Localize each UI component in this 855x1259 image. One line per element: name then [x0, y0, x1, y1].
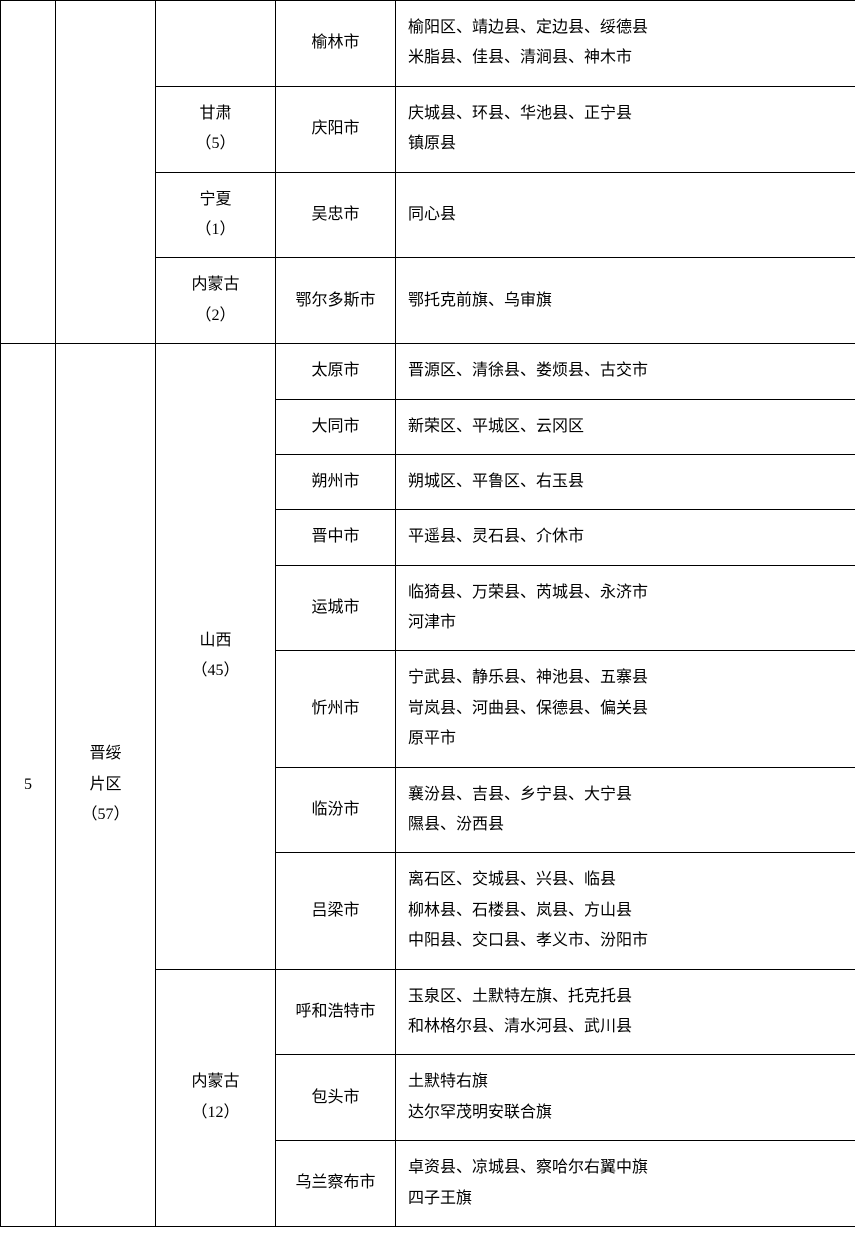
index-cell: [1, 1, 56, 344]
province-cell: 甘肃（5）: [156, 86, 276, 172]
city-cell: 太原市: [276, 344, 396, 399]
city-cell: 榆林市: [276, 1, 396, 87]
county-cell: 襄汾县、吉县、乡宁县、大宁县隰县、汾西县: [396, 767, 855, 853]
province-cell: 山西（45）: [156, 344, 276, 969]
city-cell: 庆阳市: [276, 86, 396, 172]
city-cell: 运城市: [276, 565, 396, 651]
county-cell: 庆城县、环县、华池县、正宁县镇原县: [396, 86, 855, 172]
table-row: 榆林市榆阳区、靖边县、定边县、绥德县米脂县、佳县、清涧县、神木市: [1, 1, 855, 87]
province-cell: 内蒙古（2）: [156, 258, 276, 344]
county-cell: 鄂托克前旗、乌审旗: [396, 258, 855, 344]
region-cell: [56, 1, 156, 344]
city-cell: 晋中市: [276, 510, 396, 565]
county-cell: 玉泉区、土默特左旗、托克托县和林格尔县、清水河县、武川县: [396, 969, 855, 1055]
county-cell: 榆阳区、靖边县、定边县、绥德县米脂县、佳县、清涧县、神木市: [396, 1, 855, 87]
county-cell: 土默特右旗达尔罕茂明安联合旗: [396, 1055, 855, 1141]
province-cell: 宁夏（1）: [156, 172, 276, 258]
city-cell: 吴忠市: [276, 172, 396, 258]
county-cell: 平遥县、灵石县、介休市: [396, 510, 855, 565]
city-cell: 忻州市: [276, 651, 396, 767]
county-cell: 宁武县、静乐县、神池县、五寨县岢岚县、河曲县、保德县、偏关县原平市: [396, 651, 855, 767]
county-cell: 临猗县、万荣县、芮城县、永济市河津市: [396, 565, 855, 651]
county-cell: 晋源区、清徐县、娄烦县、古交市: [396, 344, 855, 399]
region-cell: 晋绥片区（57）: [56, 344, 156, 1227]
county-cell: 新荣区、平城区、云冈区: [396, 399, 855, 454]
county-cell: 离石区、交城县、兴县、临县柳林县、石楼县、岚县、方山县中阳县、交口县、孝义市、汾…: [396, 853, 855, 969]
city-cell: 乌兰察布市: [276, 1141, 396, 1227]
city-cell: 吕梁市: [276, 853, 396, 969]
city-cell: 呼和浩特市: [276, 969, 396, 1055]
index-cell: 5: [1, 344, 56, 1227]
province-cell: 内蒙古（12）: [156, 969, 276, 1226]
city-cell: 朔州市: [276, 454, 396, 509]
table-row: 5晋绥片区（57）山西（45）太原市晋源区、清徐县、娄烦县、古交市: [1, 344, 855, 399]
city-cell: 包头市: [276, 1055, 396, 1141]
county-cell: 朔城区、平鲁区、右玉县: [396, 454, 855, 509]
county-cell: 卓资县、凉城县、察哈尔右翼中旗四子王旗: [396, 1141, 855, 1227]
city-cell: 鄂尔多斯市: [276, 258, 396, 344]
province-cell: [156, 1, 276, 87]
city-cell: 大同市: [276, 399, 396, 454]
city-cell: 临汾市: [276, 767, 396, 853]
county-cell: 同心县: [396, 172, 855, 258]
region-table: 榆林市榆阳区、靖边县、定边县、绥德县米脂县、佳县、清涧县、神木市甘肃（5）庆阳市…: [0, 0, 855, 1227]
